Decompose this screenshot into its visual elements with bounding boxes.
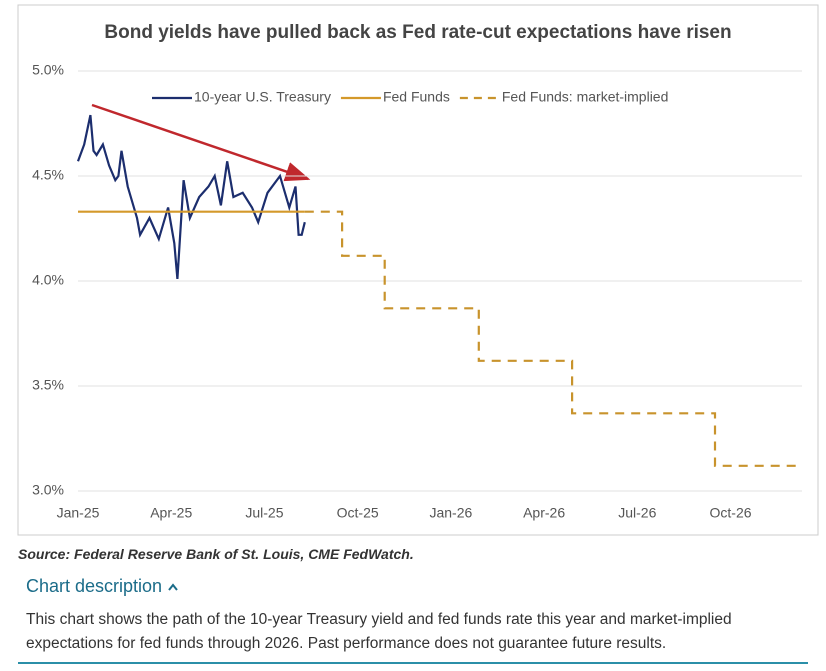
x-tick-label: Oct-25 bbox=[337, 505, 379, 521]
series-line bbox=[304, 210, 802, 467]
y-tick-label: 5.0% bbox=[32, 62, 64, 78]
x-tick-label: Jul-26 bbox=[618, 505, 656, 521]
x-tick-label: Jan-25 bbox=[57, 505, 100, 521]
legend-label: Fed Funds bbox=[383, 89, 450, 105]
y-tick-label: 3.5% bbox=[32, 377, 64, 393]
chart-frame bbox=[17, 4, 819, 536]
caret-icon[interactable] bbox=[167, 582, 179, 592]
description-heading[interactable]: Chart description bbox=[26, 576, 163, 596]
chart-title: Bond yields have pulled back as Fed rate… bbox=[104, 22, 731, 43]
y-tick-label: 3.0% bbox=[32, 482, 64, 498]
y-tick-label: 4.0% bbox=[32, 272, 64, 288]
legend-label: 10-year U.S. Treasury bbox=[194, 89, 331, 105]
x-tick-label: Jul-25 bbox=[245, 505, 283, 521]
series-line bbox=[76, 114, 306, 279]
divider bbox=[18, 662, 808, 664]
description-toggle[interactable]: Chart description bbox=[26, 576, 179, 597]
y-tick-label: 4.5% bbox=[32, 167, 64, 183]
x-tick-label: Jan-26 bbox=[429, 505, 472, 521]
x-tick-label: Apr-26 bbox=[523, 505, 565, 521]
description: This chart shows the path of the 10-year… bbox=[26, 611, 732, 652]
legend-label: Fed Funds: market-implied bbox=[502, 89, 669, 105]
x-tick-label: Apr-25 bbox=[150, 505, 192, 521]
chart: Bond yields have pulled back as Fed rate… bbox=[17, 4, 819, 536]
source: Source: Federal Reserve Bank of St. Loui… bbox=[18, 546, 414, 562]
trend-arrow bbox=[91, 103, 311, 182]
x-tick-label: Oct-26 bbox=[710, 505, 752, 521]
